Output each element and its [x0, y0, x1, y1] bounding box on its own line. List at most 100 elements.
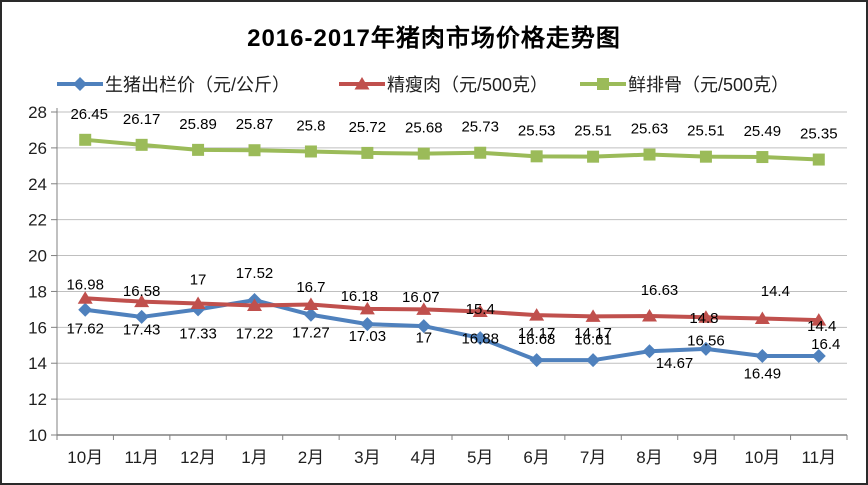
data-label-spare-ribs: 25.51 [574, 123, 612, 140]
legend-label-pig-price: 生猪出栏价（元/公斤） [105, 75, 290, 95]
chart-title: 2016-2017年猪肉市场价格走势图 [247, 25, 621, 52]
triangle-marker-icon [642, 309, 657, 322]
y-axis-label: 14 [28, 354, 47, 373]
data-label-spare-ribs: 26.17 [123, 111, 161, 128]
legend-item-spare-ribs: 鲜排骨（元/500克） [580, 72, 789, 96]
x-axis-label: 11月 [124, 448, 159, 467]
x-axis-label: 7月 [580, 448, 606, 467]
data-label-spare-ribs: 25.51 [687, 123, 725, 140]
data-label-spare-ribs: 25.73 [461, 119, 499, 136]
x-axis-label: 10月 [67, 448, 103, 467]
triangle-marker-icon [77, 291, 93, 304]
triangle-marker-icon [247, 298, 262, 311]
diamond-marker-icon [73, 77, 87, 91]
triangle-marker-icon [303, 297, 319, 311]
data-label-lean-pork: 17.03 [349, 328, 387, 345]
square-marker-icon [699, 150, 712, 163]
triangle-marker-icon [359, 301, 375, 315]
triangle-marker-icon [354, 77, 370, 90]
data-label-spare-ribs: 25.53 [518, 122, 556, 139]
legend-line-triangle-icon [339, 77, 385, 90]
data-label-pig-price: 16.58 [123, 283, 161, 300]
square-marker-icon [135, 138, 148, 151]
diamond-marker-icon [360, 317, 375, 332]
x-axis-label: 2月 [298, 448, 324, 467]
data-label-pig-price: 14.17 [574, 325, 612, 342]
triangle-marker-icon [585, 309, 601, 322]
data-label-lean-pork: 17.62 [66, 320, 104, 337]
data-label-spare-ribs: 25.68 [405, 120, 443, 137]
square-marker-icon [530, 150, 543, 163]
series-line-spare-ribs [85, 137, 819, 162]
data-label-pig-price: 16.7 [296, 279, 325, 296]
diamond-marker-icon [529, 353, 544, 368]
data-label-pig-price: 16.07 [402, 289, 440, 306]
data-label-lean-pork: 17 [415, 329, 432, 346]
diamond-marker-icon [642, 344, 657, 359]
series-line-pig-price [84, 298, 819, 363]
square-marker-icon [643, 148, 656, 161]
square-marker-icon [417, 147, 430, 160]
data-label-spare-ribs: 26.45 [70, 106, 108, 123]
data-label-pig-price: 14.8 [689, 310, 718, 327]
diamond-marker-icon [473, 331, 488, 346]
y-axis-label: 28 [28, 103, 47, 122]
legend-line-diamond-icon [57, 77, 103, 91]
triangle-marker-icon [190, 296, 206, 309]
data-label-lean-pork: 16.63 [641, 282, 679, 299]
legend-item-pig-price: 生猪出栏价（元/公斤） [57, 72, 290, 96]
diamond-marker-icon [698, 341, 713, 356]
square-marker-icon [587, 150, 600, 163]
data-label-pig-price: 17.52 [236, 265, 274, 282]
triangle-marker-icon [134, 294, 150, 308]
data-label-pig-price: 17 [190, 271, 207, 288]
y-axis-label: 24 [28, 175, 47, 194]
data-label-pig-price: 16.18 [341, 288, 379, 305]
x-axis-label: 10月 [744, 448, 780, 467]
data-label-lean-pork: 17.27 [292, 325, 330, 342]
y-axis-label: 12 [28, 390, 47, 409]
triangle-marker-icon [698, 310, 714, 323]
square-marker-icon [79, 133, 92, 146]
diamond-marker-icon [303, 307, 318, 322]
legend-label-spare-ribs: 鲜排骨（元/500克） [628, 75, 790, 95]
series-line-lean-pork [85, 296, 819, 323]
diamond-marker-icon [416, 319, 431, 334]
data-label-pig-price: 15.4 [466, 301, 495, 318]
legend-line-square-icon [580, 78, 626, 90]
series-lean-pork [77, 291, 827, 326]
x-axis-label: 1月 [241, 448, 267, 467]
square-marker-icon [756, 151, 769, 164]
y-axis-label: 18 [28, 282, 47, 301]
x-axis-label: 9月 [693, 448, 719, 467]
series-pig-price [78, 293, 826, 368]
data-label-pig-price: 14.17 [518, 325, 556, 342]
diamond-marker-icon [811, 349, 826, 364]
diamond-marker-icon [755, 349, 770, 364]
legend: 生猪出栏价（元/公斤） 精瘦肉（元/500克） 鲜排骨（元/500克） [2, 72, 866, 96]
data-label-pig-price: 14.67 [656, 355, 694, 372]
x-axis-label: 11月 [801, 448, 836, 467]
data-label-spare-ribs: 25.72 [349, 119, 387, 136]
data-label-spare-ribs: 25.89 [179, 116, 217, 133]
diamond-marker-icon [134, 309, 149, 324]
data-label-spare-ribs: 25.8 [296, 117, 325, 134]
square-marker-icon [474, 146, 487, 159]
legend-label-lean-pork: 精瘦肉（元/500克） [387, 75, 549, 95]
data-label-lean-pork: 16.61 [574, 331, 612, 348]
data-label-lean-pork: 16.56 [687, 332, 725, 349]
data-label-pig-price: 14.4 [807, 318, 836, 335]
data-label-spare-ribs: 25.63 [631, 121, 669, 138]
x-axis-label: 12月 [180, 448, 216, 467]
triangle-marker-icon [472, 304, 488, 318]
data-label-lean-pork: 17.22 [236, 325, 274, 342]
data-label-spare-ribs: 25.87 [236, 116, 274, 133]
y-axis-label: 16 [28, 318, 47, 337]
x-axis-label: 3月 [354, 448, 380, 467]
y-axis-label: 10 [28, 426, 47, 445]
data-label-lean-pork: 16.49 [744, 366, 782, 383]
square-marker-icon [812, 153, 825, 166]
square-marker-icon [192, 143, 205, 156]
